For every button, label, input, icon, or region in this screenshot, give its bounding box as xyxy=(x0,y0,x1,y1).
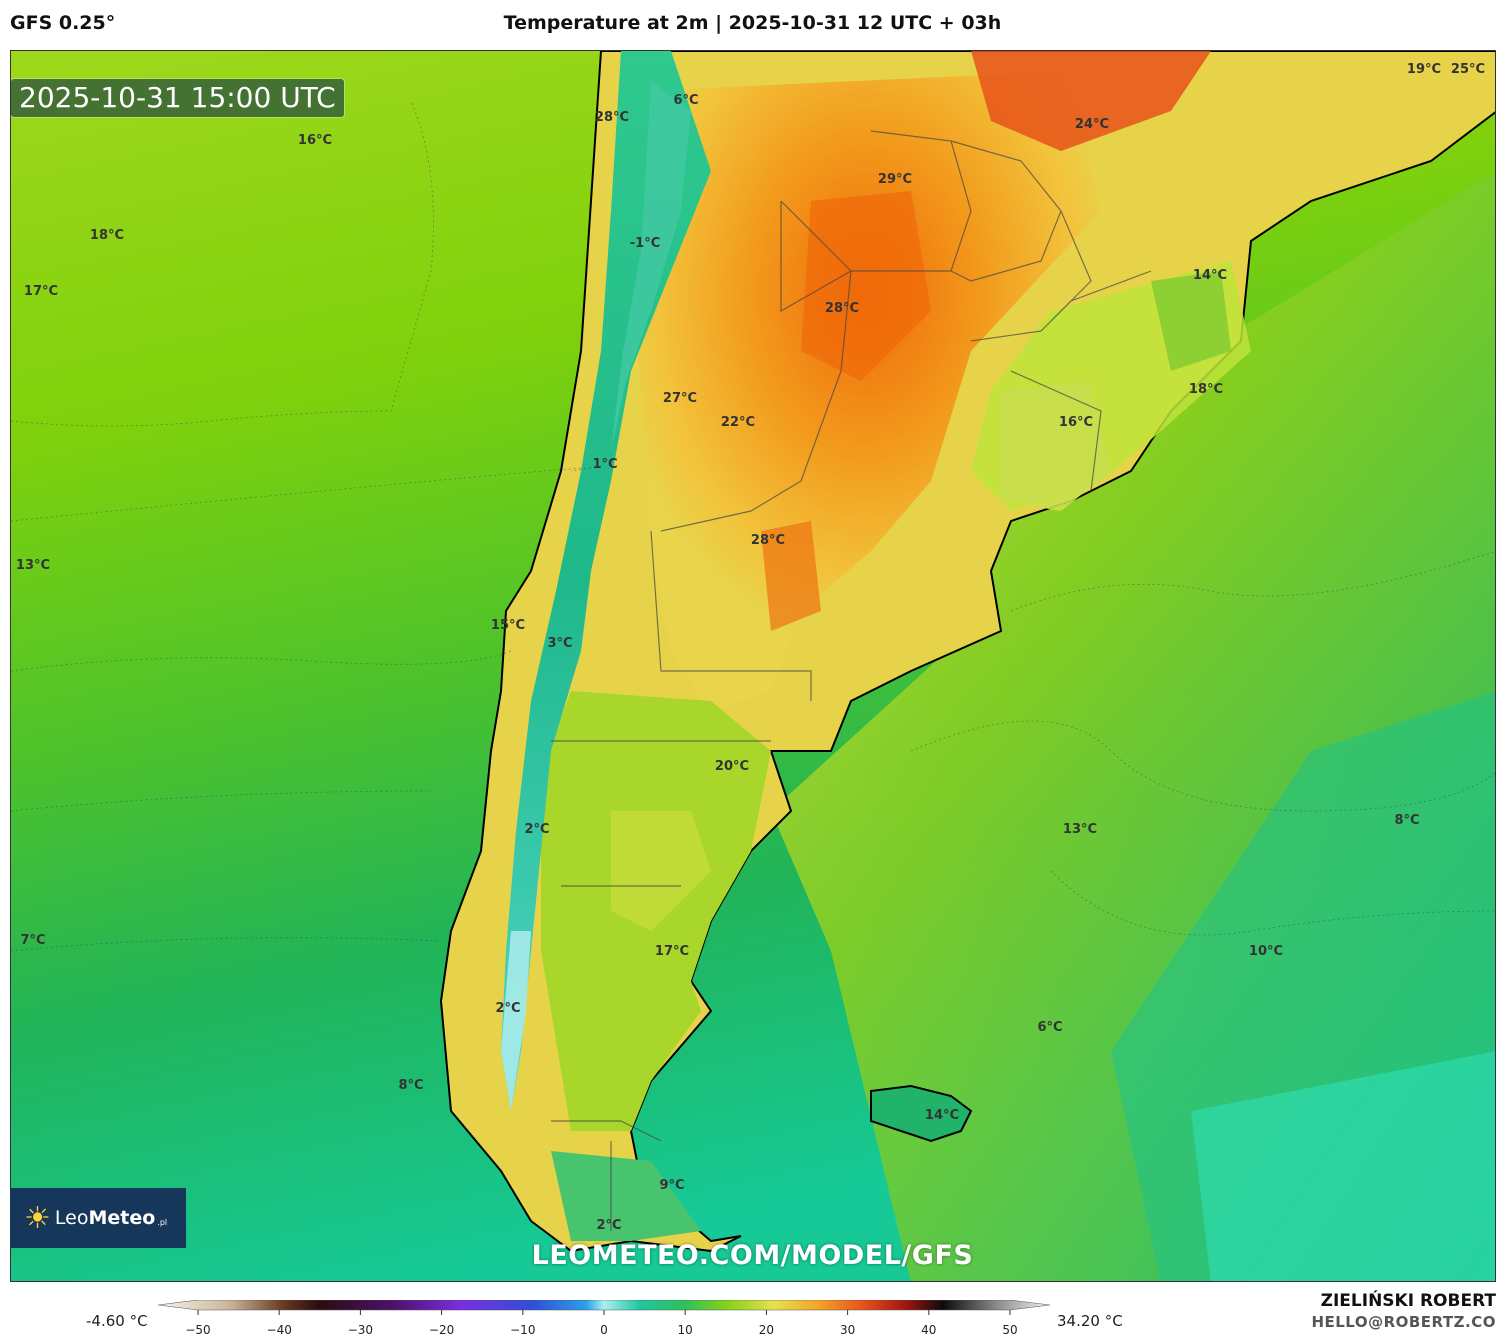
temperature-label: 8°C xyxy=(1394,813,1419,828)
temperature-label: 25°C xyxy=(1451,62,1485,77)
temperature-label: -1°C xyxy=(630,236,660,251)
temperature-label: 15°C xyxy=(491,618,525,633)
model-name: GFS 0.25° xyxy=(10,12,116,34)
colorbar-tick-label: 50 xyxy=(1002,1323,1017,1337)
temperature-label: 13°C xyxy=(16,558,50,573)
temperature-label: 2°C xyxy=(495,1001,520,1016)
temperature-label: 18°C xyxy=(90,228,124,243)
temperature-label: 2°C xyxy=(524,822,549,837)
temperature-label: 7°C xyxy=(20,933,45,948)
temperature-label: 28°C xyxy=(751,533,785,548)
temperature-label: 14°C xyxy=(925,1108,959,1123)
colorbar-max-label: 34.20 °C xyxy=(1057,1312,1123,1330)
temperature-label: 18°C xyxy=(1189,382,1223,397)
temperature-label: 17°C xyxy=(24,284,58,299)
colorbar-tick-label: −20 xyxy=(429,1323,454,1337)
valid-time-badge: 2025-10-31 15:00 UTC xyxy=(11,79,344,117)
temperature-label: 27°C xyxy=(663,391,697,406)
temperature-label: 9°C xyxy=(659,1178,684,1193)
site-watermark: LEOMETEO.COM/MODEL/GFS xyxy=(531,1240,974,1271)
temperature-label: 17°C xyxy=(655,944,689,959)
temperature-label: 1°C xyxy=(592,457,617,472)
temperature-label: 20°C xyxy=(715,759,749,774)
temperature-label: 16°C xyxy=(298,133,332,148)
colorbar: −50 −40 −30 −20 −10 0 10 20 30 40 50 xyxy=(158,1300,1050,1337)
map-title: Temperature at 2m | 2025-10-31 12 UTC + … xyxy=(503,12,1002,34)
temperature-label: 29°C xyxy=(878,172,912,187)
colorbar-tick-label: 40 xyxy=(921,1323,936,1337)
temperature-map[interactable]: 16°C 18°C 17°C 13°C 7°C 8°C 28°C 6°C -1°C 29°C 28°… xyxy=(10,50,1496,1282)
temperature-label: 6°C xyxy=(1037,1020,1062,1035)
temperature-label: 19°C xyxy=(1407,62,1441,77)
temperature-label: 10°C xyxy=(1249,944,1283,959)
colorbar-min-label: -4.60 °C xyxy=(86,1312,148,1330)
temperature-label: 14°C xyxy=(1193,268,1227,283)
temperature-label: 8°C xyxy=(398,1078,423,1093)
author-email[interactable]: HELLO@ROBERTZ.CO xyxy=(1311,1313,1496,1331)
temperature-label: 13°C xyxy=(1063,822,1097,837)
temperature-label: 6°C xyxy=(673,93,698,108)
colorbar-tick-label: 0 xyxy=(600,1323,608,1337)
colorbar-tick-label: −40 xyxy=(267,1323,292,1337)
colorbar-tick-label: 10 xyxy=(678,1323,693,1337)
temperature-label: 24°C xyxy=(1075,117,1109,132)
colorbar-tick-label: −30 xyxy=(348,1323,373,1337)
colorbar-tick-label: −50 xyxy=(185,1323,210,1337)
sun-icon: ☀ xyxy=(24,1200,51,1236)
logo-brand-bold: Meteo xyxy=(88,1207,156,1229)
logo-brand-light: Leo xyxy=(54,1207,89,1229)
temperature-label: 28°C xyxy=(825,301,859,316)
map-canvas: 16°C 18°C 17°C 13°C 7°C 8°C 28°C 6°C -1°C 29°C 28°… xyxy=(11,51,1495,1281)
leometeo-logo[interactable]: ☀ LeoMeteo .pl xyxy=(10,1188,186,1248)
colorbar-tick-label: 30 xyxy=(840,1323,855,1337)
colorbar-tick-label: −10 xyxy=(510,1323,535,1337)
temperature-label: 3°C xyxy=(547,636,572,651)
temperature-label: 28°C xyxy=(595,110,629,125)
temperature-label: 16°C xyxy=(1059,415,1093,430)
author-name: ZIELIŃSKI ROBERT xyxy=(1320,1291,1496,1311)
logo-suffix: .pl xyxy=(157,1217,168,1227)
temperature-label: 22°C xyxy=(721,415,755,430)
colorbar-tick-label: 20 xyxy=(759,1323,774,1337)
temperature-label: 2°C xyxy=(596,1218,621,1233)
